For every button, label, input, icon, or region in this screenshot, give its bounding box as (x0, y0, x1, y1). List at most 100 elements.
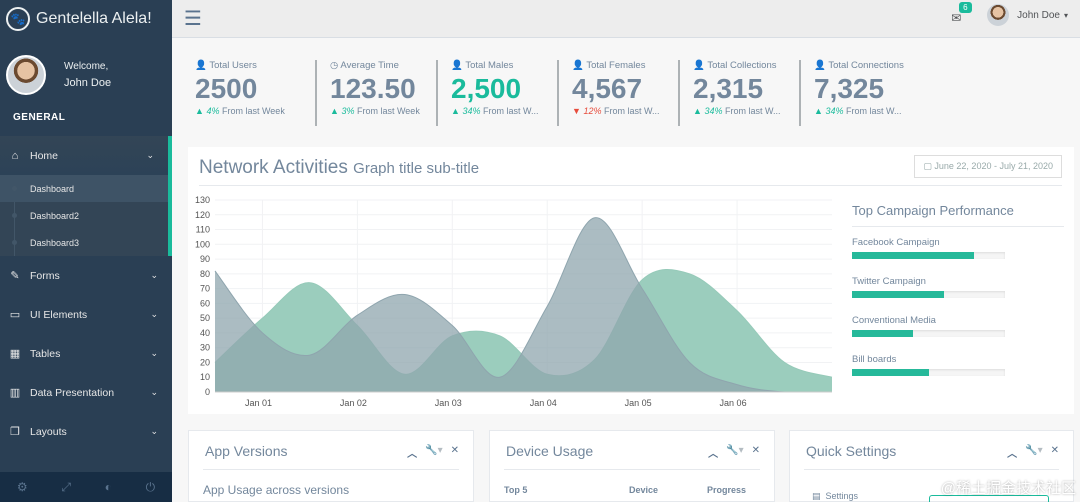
y-tick-label: 30 (200, 343, 210, 353)
progress-bar (852, 369, 1005, 376)
user-icon: 👤 (814, 60, 826, 71)
stat-value: 4,567 (572, 73, 643, 104)
series-line-1 (214, 217, 832, 393)
sidebar-item-label: Home (30, 149, 59, 162)
sidebar-item-ui-elements[interactable]: ▭ UI Elements ⌄ (0, 295, 172, 334)
stat-value: 2500 (195, 73, 258, 104)
brand[interactable]: 🐾 Gentelella Alela! (0, 0, 172, 38)
wrench-icon[interactable]: 🔧▾ (1025, 445, 1043, 456)
progress-fill (852, 291, 944, 298)
x-tick-label: Jan 06 (720, 398, 747, 408)
y-tick-label: 120 (195, 210, 210, 220)
sidebar-subitem-dashboard[interactable]: Dashboard (0, 175, 168, 202)
campaign-item: Facebook Campaign (852, 233, 1064, 272)
chevron-down-icon: ⌄ (150, 387, 158, 397)
campaign-item: Bill boards (852, 350, 1064, 389)
close-icon[interactable]: ✕ (450, 445, 459, 456)
progress-fill (852, 252, 975, 259)
sidebar-item-label: Data Presentation (30, 386, 115, 399)
network-subtitle: Graph title sub-title (353, 160, 480, 177)
fullscreen-icon[interactable]: ⤢ (61, 479, 71, 494)
network-chart: 0 10 20 30 40 50 60 70 80 90 100 110 120 130 Jan 01 Jan… (195, 195, 833, 408)
chevron-up-icon[interactable]: ︿ (407, 449, 418, 460)
caret-down-icon[interactable]: ▾ (1063, 10, 1068, 20)
panel-title: App Versions (205, 443, 288, 459)
panel-title: Network Activities Graph title sub-title (199, 157, 479, 179)
progress-bar (852, 330, 1005, 337)
date-range-picker[interactable]: ▢ June 22, 2020 - July 21, 2020 (914, 155, 1062, 178)
y-tick-label: 70 (200, 284, 210, 294)
stat-suffix: From last W... (845, 106, 902, 116)
y-tick-label: 40 (200, 328, 210, 338)
sidebar-subitem-dashboard3[interactable]: Dashboard3 (0, 229, 168, 256)
stat-total-collections: 👤 Total Collections 2,315 ▲ 34% From las… (678, 60, 799, 126)
user-avatar[interactable] (987, 4, 1010, 26)
calendar-icon: ▤ (812, 491, 821, 501)
campaign-title: Top Campaign Performance (852, 203, 1064, 227)
chevron-up-icon[interactable]: ︿ (1007, 449, 1018, 460)
mail-button[interactable]: ✉ 6 (951, 2, 972, 25)
progress-fill (852, 369, 929, 376)
chevron-up-icon[interactable]: ︿ (708, 449, 719, 460)
series-line-0 (214, 269, 833, 378)
table-icon: ▦ (9, 348, 21, 360)
x-tick-label: Jan 04 (530, 398, 557, 408)
stat-total-females: 👤 Total Females 4,567 ▼ 12% From last W.… (557, 60, 678, 126)
menu-toggle-icon[interactable]: ☰ (184, 8, 202, 30)
sidebar-footer: ⚙ ⤢ ◐ ⏻ (0, 472, 172, 502)
date-range-value: June 22, 2020 - July 21, 2020 (934, 161, 1053, 171)
stat-label: Total Collections (707, 60, 777, 71)
chevron-down-icon: ⌄ (150, 426, 158, 436)
panel-title: Device Usage (506, 443, 594, 459)
clock-icon: ◷ (330, 60, 339, 71)
section-title: GENERAL (13, 112, 66, 123)
power-icon[interactable]: ⏻ (145, 479, 156, 494)
column-header-top5: Top 5 (504, 485, 528, 495)
device-usage-panel: Device Usage ︿ 🔧▾ ✕ Top 5 Device Progres… (489, 430, 775, 502)
panel-title: Quick Settings (806, 443, 897, 459)
stat-value: 123.50 (330, 73, 416, 104)
stat-suffix: From last Week (221, 106, 285, 116)
eye-slash-icon[interactable]: ◐ (104, 480, 112, 494)
sidebar-item-label: Forms (30, 269, 60, 282)
sidebar-item-layouts[interactable]: ❐ Layouts ⌄ (0, 412, 172, 451)
user-menu[interactable]: John Doe (1017, 9, 1060, 21)
stat-label: Total Females (586, 60, 646, 71)
search-input[interactable] (929, 495, 1049, 502)
sidebar-item-tables[interactable]: ▦ Tables ⌄ (0, 334, 172, 373)
close-icon[interactable]: ✕ (751, 445, 760, 456)
calendar-icon: ▢ (923, 161, 932, 171)
avatar[interactable] (6, 55, 46, 95)
sidebar-item-data-presentation[interactable]: ▥ Data Presentation ⌄ (0, 373, 172, 412)
home-submenu: Dashboard Dashboard2 Dashboard3 (0, 175, 172, 256)
progress-fill (852, 330, 914, 337)
quick-settings-panel: Quick Settings ︿ 🔧▾ ✕ ▤ Settings (789, 430, 1074, 502)
x-tick-label: Jan 05 (625, 398, 652, 408)
quick-settings-item[interactable]: ▤ Settings (812, 491, 858, 502)
wrench-icon[interactable]: 🔧▾ (425, 445, 443, 456)
panel-subtitle: App Usage across versions (203, 483, 350, 497)
stat-suffix: From last W... (603, 106, 660, 116)
stat-suffix: From last W... (724, 106, 781, 116)
top-campaign-performance: Top Campaign Performance Facebook Campai… (852, 203, 1064, 389)
sidebar-subitem-dashboard2[interactable]: Dashboard2 (0, 202, 168, 229)
close-icon[interactable]: ✕ (1050, 445, 1059, 456)
stat-change: 34% (825, 106, 844, 116)
wrench-icon[interactable]: 🔧▾ (726, 445, 744, 456)
sidebar-item-home[interactable]: ⌂ Home ⌄ (0, 136, 172, 175)
sidebar-item-forms[interactable]: ✎ Forms ⌄ (0, 256, 172, 295)
stat-value: 7,325 (814, 73, 885, 104)
stat-label: Total Connections (828, 60, 904, 71)
y-tick-label: 80 (200, 269, 210, 279)
y-tick-label: 130 (195, 195, 210, 205)
settings-icon[interactable]: ⚙ (16, 480, 28, 494)
mail-count-badge: 6 (959, 2, 972, 13)
sidebar-item-label: Tables (30, 347, 61, 360)
stat-change: 3% (341, 106, 355, 116)
edit-icon: ✎ (10, 270, 20, 282)
y-tick-label: 20 (200, 357, 210, 367)
stat-change: 4% (206, 106, 220, 116)
network-activities-panel: Network Activities Graph title sub-title… (188, 147, 1074, 414)
stat-change: 34% (704, 106, 723, 116)
stat-suffix: From last Week (356, 106, 420, 116)
